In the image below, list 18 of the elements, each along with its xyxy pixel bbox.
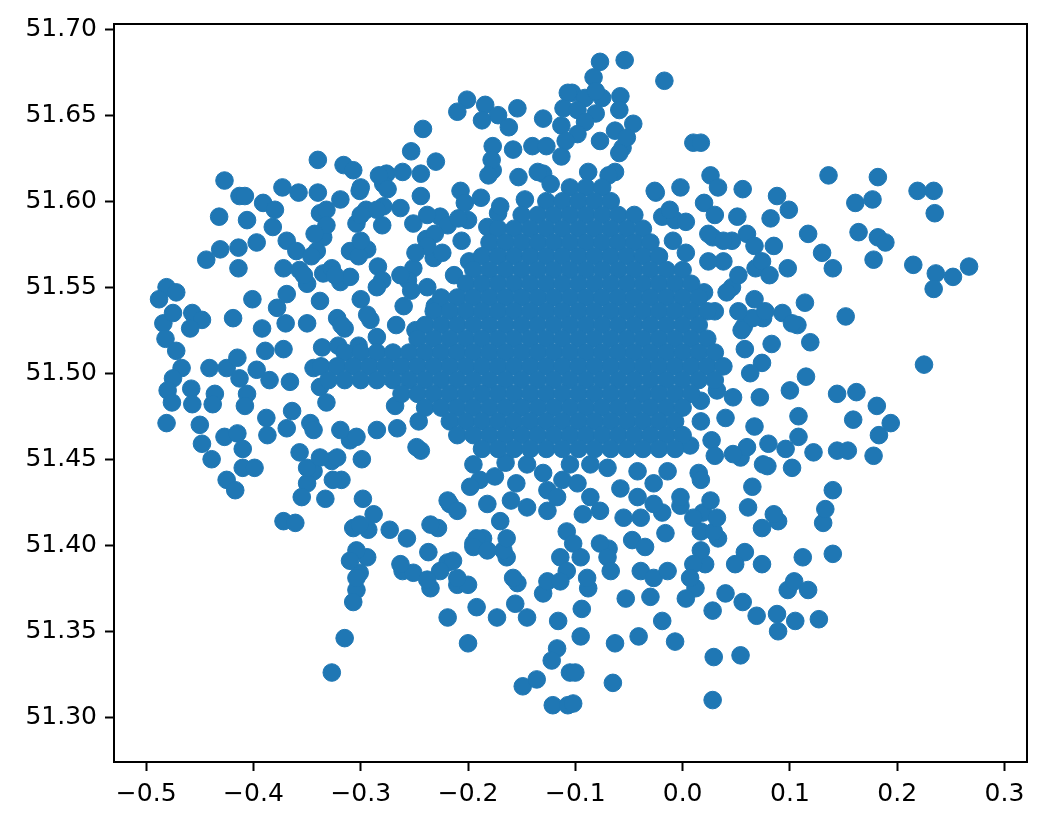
y-tick-label: 51.55 (25, 270, 97, 300)
x-tick-label: 0.1 (770, 777, 810, 807)
x-tick-label: −0.5 (115, 777, 177, 807)
x-tick-label: −0.3 (330, 777, 392, 807)
x-tick-label: −0.1 (544, 777, 606, 807)
y-tick-label: 51.65 (25, 98, 97, 128)
x-tick-label: 0.0 (662, 777, 703, 807)
x-tick-label: −0.2 (437, 777, 499, 807)
y-tick-label: 51.50 (25, 356, 97, 386)
y-tick-label: 51.45 (25, 442, 97, 472)
y-tick-label: 51.40 (25, 528, 97, 558)
x-tick-label: 0.2 (877, 777, 918, 807)
y-tick-label: 51.70 (25, 12, 97, 42)
y-tick-label: 51.35 (25, 614, 97, 644)
y-tick-label: 51.30 (25, 700, 97, 730)
x-tick-label: 0.3 (984, 777, 1025, 807)
y-tick-label: 51.60 (25, 184, 97, 214)
x-tick-label: −0.4 (223, 777, 284, 807)
